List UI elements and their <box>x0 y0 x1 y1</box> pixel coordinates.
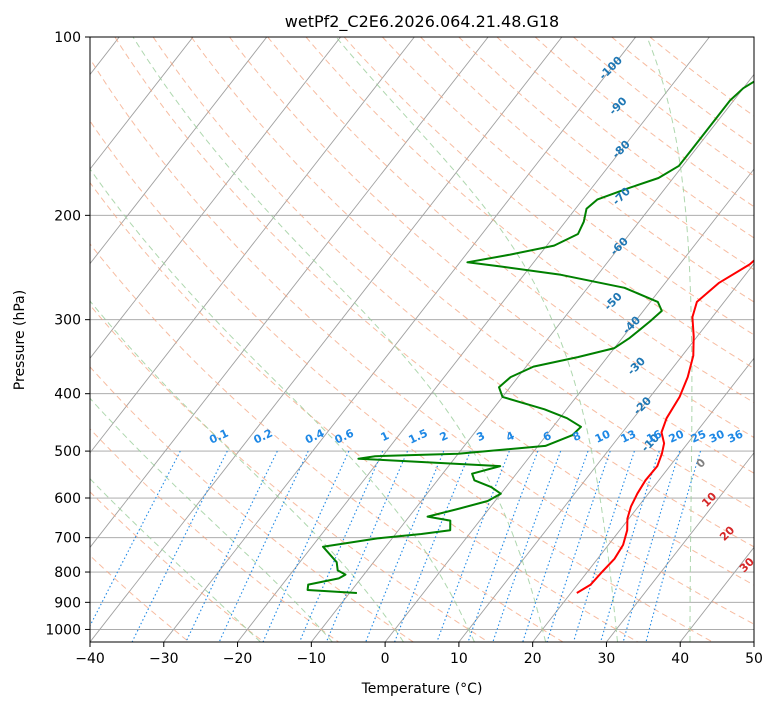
mixing-ratio-line <box>522 450 589 642</box>
y-tick-label: 1000 <box>45 622 81 638</box>
mixing-ratio-line <box>185 450 278 642</box>
mixing-ratio-label: 10 <box>593 427 613 445</box>
y-tick-label: 700 <box>54 531 81 547</box>
x-tick-label: 50 <box>745 651 763 667</box>
dewpoint-profile <box>306 80 754 594</box>
y-tick-label: 900 <box>54 595 81 611</box>
plot-frame <box>89 36 755 643</box>
dry-adiabat <box>90 181 639 642</box>
temperature-profile <box>576 259 754 594</box>
dry-adiabat <box>90 491 265 642</box>
isotherm-line <box>90 37 489 549</box>
isotherm-line <box>90 37 341 359</box>
x-tick-label: 10 <box>450 651 468 667</box>
dry-adiabat <box>611 37 754 147</box>
y-tick-label: 300 <box>54 313 81 329</box>
y-tick-label: 600 <box>54 491 81 507</box>
chart-title: wetPf2_C2E6.2026.064.21.48.G18 <box>285 12 559 32</box>
isotherm-line <box>90 37 194 170</box>
moist-adiabat <box>90 397 333 642</box>
isotherm-line <box>163 37 637 642</box>
isotherm-line <box>237 37 710 642</box>
moist-adiabat <box>335 37 618 642</box>
mixing-ratio-line <box>365 450 445 642</box>
moist-adiabat <box>90 478 261 642</box>
isotherm-line <box>384 168 754 642</box>
dry-adiabat <box>90 57 754 625</box>
mixing-ratio-line <box>325 450 409 642</box>
dry-adiabat <box>152 37 754 548</box>
dry-adiabat <box>114 37 754 586</box>
mixing-ratio-label: 13 <box>619 427 638 445</box>
mixing-ratio-line <box>600 450 660 642</box>
x-tick-label: −40 <box>75 651 105 667</box>
isotherm-line <box>532 357 754 642</box>
dry-adiabat <box>496 37 754 239</box>
isotherm-line <box>90 37 563 642</box>
moist-adiabat <box>90 300 404 642</box>
mixing-ratio-line <box>546 450 611 642</box>
mixing-ratio-line <box>262 450 350 642</box>
dry-adiabat <box>90 366 414 642</box>
moist-adiabat <box>90 168 475 642</box>
y-axis-label: Pressure (hPa) <box>12 290 28 390</box>
y-tick-label: 400 <box>54 387 81 403</box>
y-tick-label: 800 <box>54 565 81 581</box>
mixing-ratio-label: 30 <box>707 427 727 445</box>
dry-adiabat <box>458 37 754 271</box>
x-tick-label: −20 <box>223 651 253 667</box>
dry-adiabat <box>343 37 754 370</box>
mixing-ratio-label: 16 <box>645 427 665 445</box>
mixing-ratio-label: 25 <box>689 427 708 445</box>
y-tick-label: 100 <box>54 30 81 46</box>
dry-adiabat <box>305 37 754 404</box>
x-tick-label: 40 <box>671 651 689 667</box>
mixing-ratio-label: 36 <box>726 427 746 445</box>
isotherm-line <box>606 452 754 642</box>
x-tick-label: −10 <box>297 651 327 667</box>
dry-adiabat <box>382 37 754 336</box>
dry-adiabat <box>90 120 713 642</box>
mixing-ratio-label: 20 <box>667 427 687 445</box>
dry-adiabat <box>267 37 754 439</box>
isotherm-line <box>90 37 268 265</box>
dry-adiabat <box>90 304 489 642</box>
x-tick-label: −30 <box>149 651 179 667</box>
mixing-ratio-line <box>622 450 681 642</box>
mixing-ratio-line <box>299 450 384 642</box>
x-tick-label: 20 <box>524 651 542 667</box>
dry-adiabat <box>229 37 754 474</box>
mixing-ratio-line <box>645 450 702 642</box>
y-tick-label: 500 <box>54 444 81 460</box>
mixing-ratio-line <box>492 450 562 642</box>
x-axis-label: Temperature (°C) <box>361 681 483 697</box>
y-tick-label: 200 <box>54 208 81 224</box>
moist-adiabat <box>646 37 693 642</box>
x-tick-label: 0 <box>381 651 390 667</box>
isotherm-line <box>458 262 754 642</box>
x-tick-label: 30 <box>598 651 616 667</box>
isotherm-line <box>90 37 415 454</box>
dry-adiabat <box>90 243 564 642</box>
mixing-ratio-line <box>572 450 635 642</box>
